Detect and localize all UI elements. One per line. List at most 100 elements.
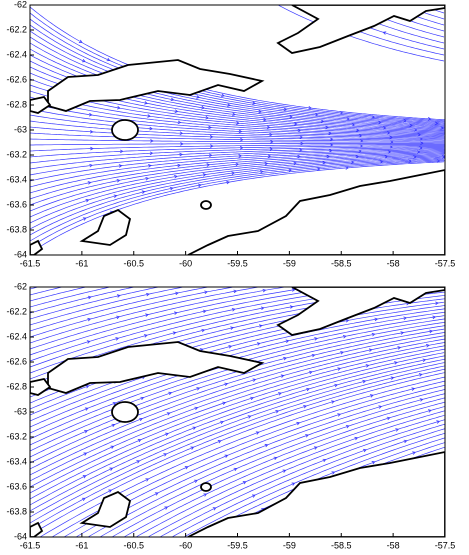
arrowhead <box>139 417 143 422</box>
streamline <box>30 132 445 142</box>
arrowhead <box>412 451 416 455</box>
arrowhead <box>325 125 329 130</box>
arrowhead <box>90 146 94 151</box>
arrowhead <box>224 454 229 458</box>
arrowhead <box>148 164 152 168</box>
streamline <box>30 142 445 146</box>
arrowhead <box>228 345 233 349</box>
streamline <box>30 155 445 218</box>
arrowhead <box>285 339 290 343</box>
streamline <box>30 30 445 125</box>
streamline <box>30 341 445 482</box>
arrowhead <box>87 295 92 300</box>
arrowhead <box>354 436 359 441</box>
streamline <box>30 368 445 530</box>
arrowhead <box>339 111 344 115</box>
arrowhead <box>362 379 367 384</box>
arrowhead <box>118 164 123 168</box>
arrowhead <box>251 494 256 498</box>
x-tick-label: -60 <box>179 540 192 550</box>
y-tick-label: -63.2 <box>6 431 27 441</box>
island <box>200 200 212 210</box>
arrowhead <box>117 105 121 110</box>
streamline <box>30 311 445 428</box>
coastline <box>276 287 445 336</box>
arrowhead <box>299 148 303 152</box>
arrowhead <box>247 415 252 419</box>
arrowhead <box>258 109 263 114</box>
arrowhead <box>231 308 236 312</box>
arrowhead <box>86 340 91 344</box>
streamline <box>30 338 445 476</box>
x-tick-label: -60.5 <box>123 258 144 268</box>
streamline <box>30 287 315 356</box>
y-tick-label: -64 <box>14 531 27 541</box>
plot-area <box>30 5 445 255</box>
arrowhead <box>201 328 206 333</box>
streamline <box>30 365 445 524</box>
y-tick-label: -62.2 <box>6 306 27 316</box>
streamline <box>30 84 445 134</box>
arrowhead <box>217 440 222 444</box>
streamline <box>30 146 445 164</box>
arrowhead <box>208 153 213 158</box>
arrowhead <box>141 190 146 194</box>
streamline <box>30 287 161 320</box>
arrowhead <box>342 334 347 339</box>
x-tick-label: -58.5 <box>331 540 352 550</box>
arrowhead <box>403 439 408 444</box>
arrowhead <box>233 289 238 294</box>
arrowhead <box>308 105 313 110</box>
streamline <box>30 331 445 464</box>
arrowhead <box>190 446 195 450</box>
y-tick-label: -62.8 <box>6 99 27 109</box>
coastline <box>79 490 132 528</box>
streamline <box>30 372 445 536</box>
arrowhead <box>305 434 309 438</box>
arrowhead <box>256 342 261 346</box>
y-tick-label: -63.4 <box>6 174 27 184</box>
arrowhead <box>89 129 94 134</box>
arrowhead <box>116 294 121 298</box>
streamline <box>30 108 445 138</box>
arrowhead <box>154 492 159 496</box>
arrowhead <box>374 317 379 322</box>
arrowhead <box>378 405 383 409</box>
arrowhead <box>273 456 278 461</box>
arrowhead <box>194 406 199 411</box>
arrowhead <box>432 315 437 320</box>
arrowhead <box>283 107 288 112</box>
arrowhead <box>300 141 304 146</box>
y-tick-label: -63.8 <box>6 224 27 234</box>
coastline <box>30 95 52 114</box>
arrowhead <box>227 103 231 107</box>
arrowhead <box>85 198 90 203</box>
arrowhead <box>172 331 177 335</box>
arrowhead <box>262 288 267 293</box>
arrowhead <box>267 154 272 159</box>
arrowhead <box>230 326 235 330</box>
arrowhead <box>429 329 434 334</box>
arrowhead <box>240 137 244 142</box>
arrowhead <box>328 131 332 136</box>
arrowhead <box>242 481 247 485</box>
arrowhead <box>289 115 294 119</box>
arrowhead <box>397 346 402 350</box>
arrowhead <box>427 409 432 413</box>
arrowhead <box>266 125 271 130</box>
arrowhead <box>314 112 319 117</box>
arrowhead <box>202 309 207 314</box>
island <box>111 119 139 141</box>
streamline <box>30 345 445 488</box>
arrowhead <box>403 316 408 320</box>
y-tick-label: -62.8 <box>6 381 27 391</box>
streamline <box>159 419 445 537</box>
streamline <box>30 151 445 194</box>
arrowhead <box>163 453 168 457</box>
streamline <box>30 102 445 137</box>
streamline <box>30 126 445 141</box>
streamline <box>123 406 445 537</box>
arrowhead <box>212 507 217 511</box>
arrowhead <box>204 290 209 295</box>
coastline <box>187 451 445 537</box>
